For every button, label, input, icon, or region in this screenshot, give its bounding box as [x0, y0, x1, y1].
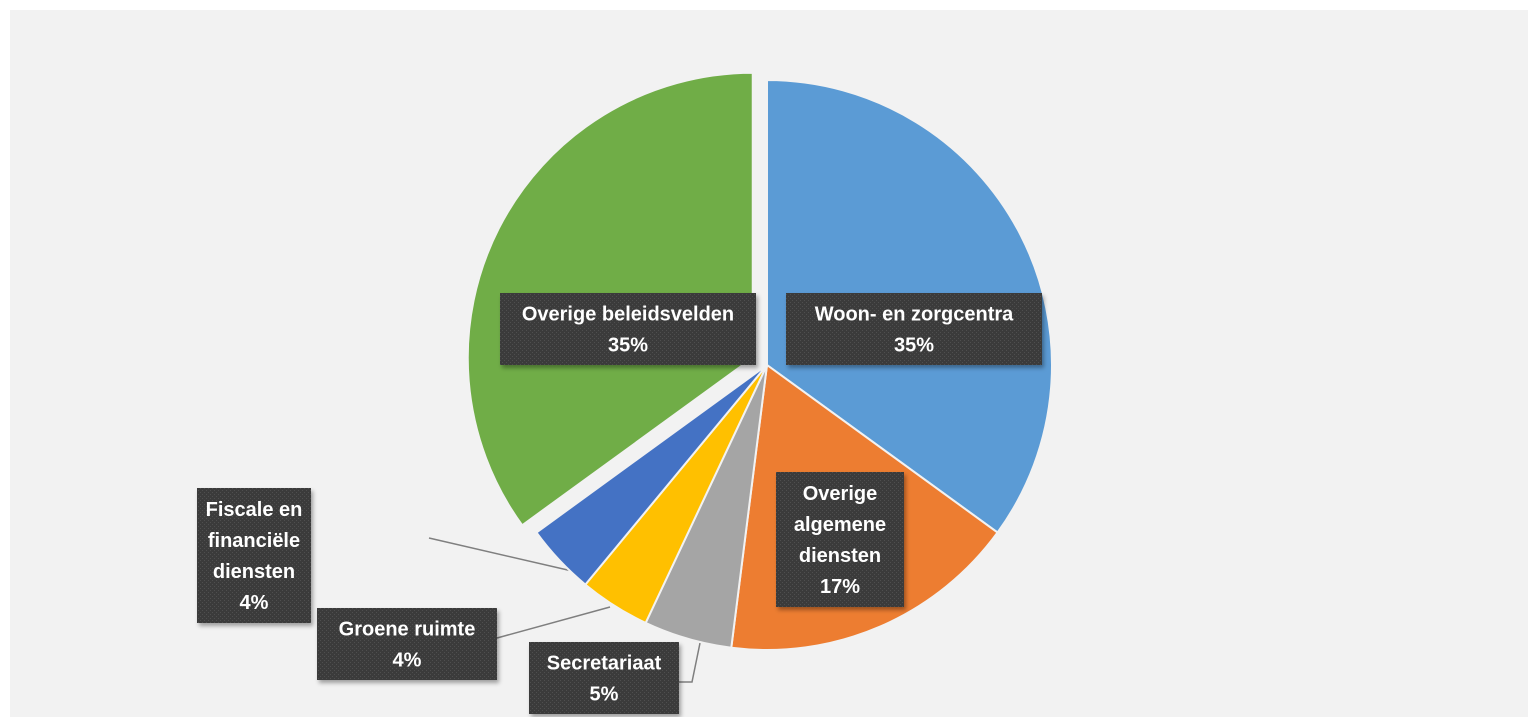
leader-lines [428, 537, 701, 683]
data-label-value: 4% [393, 650, 422, 672]
leader-line [679, 642, 701, 683]
data-label: Overige beleidsvelden 35% [500, 293, 756, 365]
pie-slice-fiscale-en-financi-le-diensten [535, 364, 768, 587]
data-label-value: 5% [590, 684, 619, 706]
data-label-category: financiële [208, 530, 300, 552]
data-label-box [317, 608, 497, 680]
data-label-box [776, 472, 904, 607]
data-label-category: Groene ruimte [339, 619, 476, 641]
data-label-category: Fiscale en [206, 499, 303, 521]
data-label-box [786, 293, 1042, 365]
data-label: Overige algemene diensten 17% [776, 472, 904, 607]
chart-area: Woon- en zorgcentra 35% Overige algemene die… [10, 10, 1528, 717]
data-label-category: Overige beleidsvelden [522, 304, 734, 326]
data-label-category: algemene [794, 514, 886, 536]
data-label-category: Overige [803, 483, 877, 505]
data-label-value: 35% [894, 335, 934, 357]
data-label-box [500, 293, 756, 365]
leader-line [428, 537, 573, 572]
data-labels: Woon- en zorgcentra 35% Overige algemene die… [197, 293, 1042, 714]
data-label-category: Woon- en zorgcentra [815, 304, 1014, 326]
data-label-value: 4% [240, 592, 269, 614]
data-label-category: diensten [799, 545, 881, 567]
data-label-category: diensten [213, 561, 295, 583]
leader-line [496, 606, 611, 639]
data-label-value: 17% [820, 576, 860, 598]
data-label: Groene ruimte 4% [317, 608, 497, 680]
data-label: Woon- en zorgcentra 35% [786, 293, 1042, 365]
data-label: Secretariaat 5% [529, 642, 679, 714]
data-label: Fiscale en financiële diensten 4% [197, 488, 311, 623]
data-label-box [197, 488, 311, 623]
data-label-category: Secretariaat [547, 653, 662, 675]
data-label-value: 35% [608, 335, 648, 357]
data-label-box [529, 642, 679, 714]
pie-chart: Woon- en zorgcentra 35% Overige algemene die… [197, 71, 1053, 714]
